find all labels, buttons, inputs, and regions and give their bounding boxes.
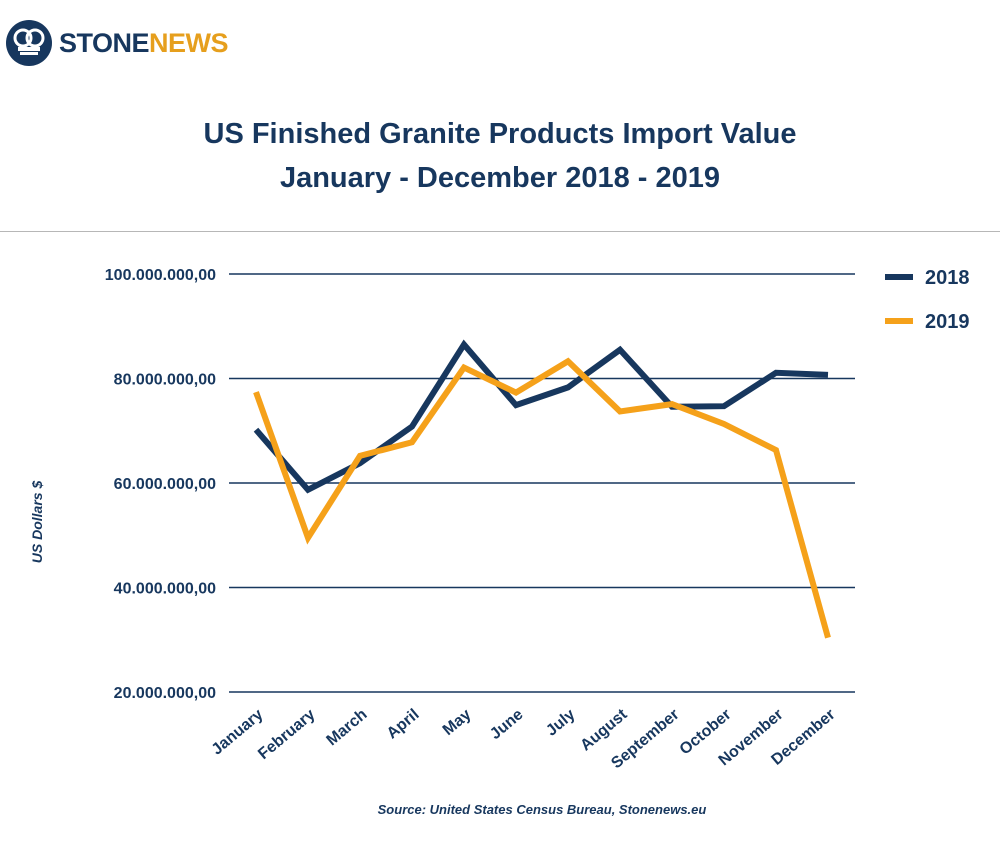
logo: STONENEWS	[5, 15, 229, 71]
brand-name-stone: STONE	[59, 27, 150, 58]
legend-label: 2018	[925, 267, 970, 289]
x-tick-label: April	[384, 706, 423, 742]
legend-label: 2019	[925, 311, 970, 333]
divider	[0, 231, 1000, 232]
stonenews-logo-icon	[6, 20, 52, 66]
chart-title: US Finished Granite Products Import Valu…	[203, 118, 797, 150]
y-axis-ticks: 100.000.000,00 80.000.000,00 60.000.000,00…	[105, 267, 216, 702]
x-tick-label: May	[440, 706, 475, 739]
x-tick-label: March	[324, 706, 371, 749]
series-line-2018	[253, 339, 829, 494]
legend: 2018 2019	[885, 267, 970, 333]
y-tick-label: 20.000.000,00	[114, 685, 216, 702]
brand-name: STONENEWS	[59, 27, 229, 59]
series-line-2019	[253, 357, 831, 639]
y-tick-label: 100.000.000,00	[105, 267, 216, 284]
series-lines	[253, 339, 831, 639]
x-tick-label: June	[487, 706, 527, 743]
y-tick-label: 80.000.000,00	[114, 372, 216, 389]
y-tick-label: 40.000.000,00	[114, 581, 216, 598]
brand-name-news: NEWS	[149, 27, 229, 58]
x-tick-label: July	[543, 706, 579, 740]
y-tick-label: 60.000.000,00	[114, 476, 216, 493]
source-note: Source: United States Census Bureau, Sto…	[377, 802, 707, 817]
x-tick-label: February	[255, 706, 318, 763]
y-axis-label: US Dollars $	[29, 481, 45, 564]
chart-subtitle: January - December 2018 - 2019	[279, 162, 721, 194]
